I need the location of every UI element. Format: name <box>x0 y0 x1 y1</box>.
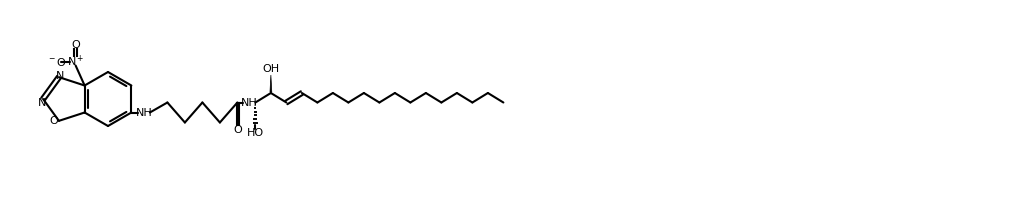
Text: N$^+$: N$^+$ <box>67 54 85 69</box>
Text: N: N <box>38 97 46 108</box>
Text: O: O <box>71 39 79 50</box>
Text: NH: NH <box>136 108 152 117</box>
Text: O: O <box>50 116 58 126</box>
Text: $^-$O: $^-$O <box>47 55 66 68</box>
Text: NH: NH <box>240 97 257 108</box>
Text: O: O <box>232 125 242 135</box>
Text: OH: OH <box>262 64 279 73</box>
Polygon shape <box>270 75 271 92</box>
Text: HO: HO <box>247 129 264 138</box>
Text: N: N <box>56 71 64 81</box>
